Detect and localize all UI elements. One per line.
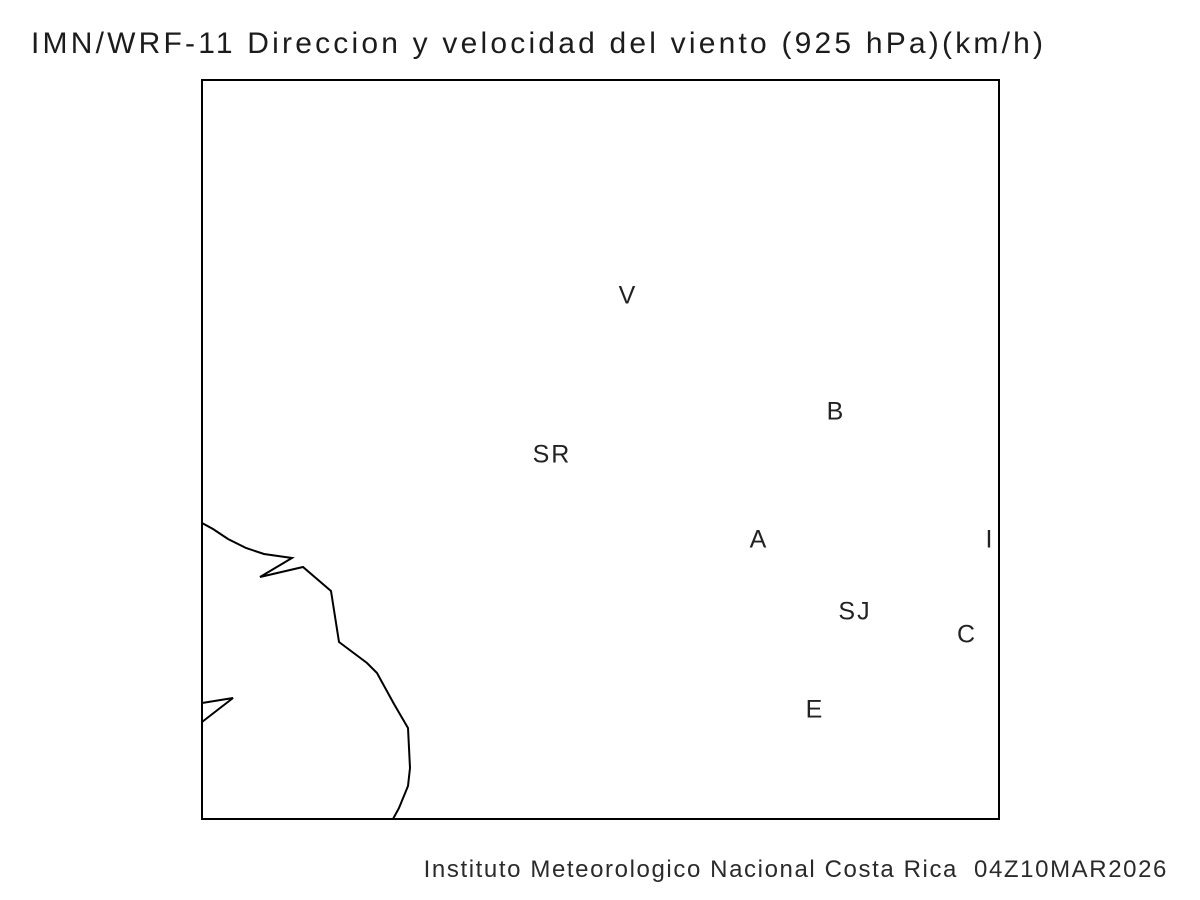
- station-label-sj: SJ: [838, 597, 872, 626]
- footer-credit: Instituto Meteorologico Nacional Costa R…: [424, 856, 1168, 884]
- page-title: IMN/WRF-11 Direccion y velocidad del vie…: [31, 27, 1047, 60]
- map-frame-border: [201, 79, 1000, 820]
- station-label-a: A: [749, 525, 769, 554]
- coastline-path: [201, 522, 412, 820]
- station-label-sr: SR: [532, 440, 572, 469]
- station-label-b: B: [826, 397, 846, 426]
- station-label-v: V: [618, 281, 638, 310]
- footer-institute: Instituto Meteorologico Nacional Costa R…: [423, 856, 959, 883]
- station-label-e: E: [805, 695, 825, 724]
- coastline-path: [201, 697, 234, 723]
- station-label-c: C: [956, 620, 978, 649]
- station-label-i: I: [985, 525, 995, 554]
- footer-timestamp: 04Z10MAR2026: [974, 856, 1168, 883]
